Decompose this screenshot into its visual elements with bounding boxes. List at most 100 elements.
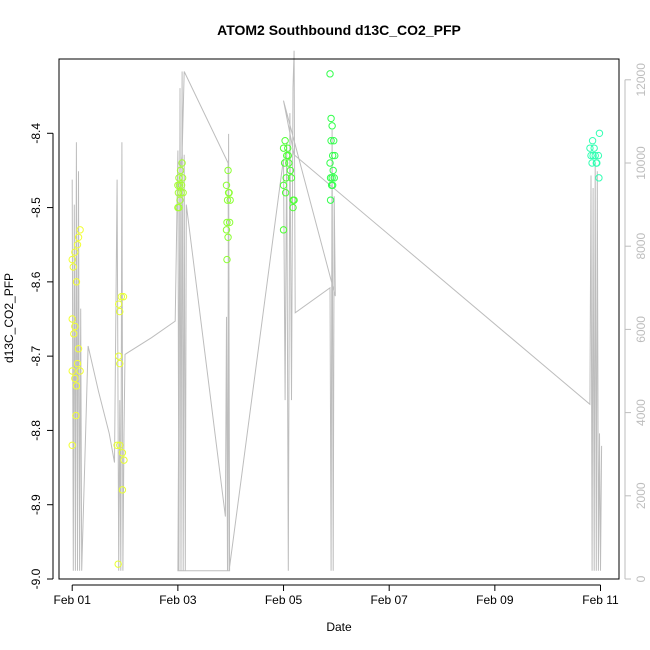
x-tick-label-3: Feb 07 [371, 593, 409, 607]
data-point-87 [589, 151, 597, 160]
data-point-44 [222, 181, 231, 189]
data-point-86 [588, 159, 596, 167]
data-point-77 [326, 159, 334, 167]
data-point-31 [175, 174, 183, 182]
data-point-33 [178, 159, 186, 167]
x-tick-label-1: Feb 03 [159, 593, 197, 607]
data-point-52 [224, 233, 232, 241]
y-tick-label-1: -8.9 [29, 494, 43, 515]
data-point-8 [70, 330, 78, 338]
data-point-43 [224, 166, 232, 175]
data-point-50 [225, 218, 234, 227]
data-point-11 [73, 359, 82, 368]
data-point-3 [72, 278, 81, 286]
data-point-68 [289, 203, 297, 212]
x-tick-label-5: Feb 11 [582, 593, 619, 607]
x-tick-label-0: Feb 01 [54, 593, 92, 607]
data-point-53 [223, 255, 231, 264]
data-point-46 [226, 196, 234, 204]
data-point-37 [174, 189, 183, 197]
data-point-58 [285, 159, 293, 167]
data-point-63 [287, 174, 296, 182]
data-point-57 [284, 144, 292, 152]
data-point-32 [176, 166, 185, 175]
data-point-71 [327, 114, 335, 123]
data-point-35 [177, 189, 185, 197]
data-point-59 [286, 166, 295, 175]
data-point-15 [72, 382, 81, 390]
data-point-7 [68, 315, 76, 323]
data-point-64 [279, 181, 288, 189]
data-point-48 [224, 189, 233, 197]
data-point-18 [114, 300, 123, 308]
data-point-60 [280, 159, 289, 167]
data-point-65 [281, 189, 290, 197]
data-point-28 [118, 486, 127, 494]
x-axis: Feb 01 Feb 03 Feb 05 Feb 07 Feb 09 Feb 11 [54, 584, 619, 607]
data-point-88 [591, 151, 599, 160]
data-point-78 [329, 166, 337, 175]
data-point-0 [68, 255, 76, 264]
data-point-39 [177, 181, 186, 189]
y-axis-right: 0 2000 4000 6000 8000 10000 12000 [624, 63, 648, 582]
data-point-70 [326, 70, 334, 78]
y2-tick-label-5: 10000 [634, 146, 648, 180]
data-point-17 [68, 441, 76, 449]
data-point-90 [594, 151, 603, 160]
data-point-6 [76, 226, 84, 234]
x-axis-label: Date [326, 620, 352, 634]
data-point-14 [71, 374, 79, 383]
data-point-1 [69, 263, 77, 271]
data-point-25 [116, 441, 124, 449]
y2-tick-label-1: 2000 [634, 482, 648, 509]
data-point-21 [116, 307, 124, 316]
data-point-96 [595, 174, 603, 182]
data-point-23 [116, 359, 124, 368]
y2-tick-label-0: 0 [634, 575, 648, 582]
data-point-73 [330, 137, 338, 145]
data-point-75 [328, 151, 337, 160]
chart-title: ATOM2 Southbound d13C_CO2_PFP [217, 22, 461, 38]
y-tick-label-0: -9.0 [29, 568, 43, 589]
data-point-92 [588, 137, 597, 145]
data-point-54 [279, 144, 288, 152]
data-point-9 [71, 322, 79, 331]
data-point-85 [587, 151, 595, 160]
data-point-61 [282, 174, 290, 182]
data-point-93 [590, 144, 598, 152]
data-point-36 [179, 189, 187, 197]
altitude-series-layer [71, 50, 603, 572]
x-tick-label-4: Feb 09 [476, 593, 514, 607]
data-point-47 [223, 196, 232, 204]
data-point-83 [328, 181, 337, 189]
data-point-49 [223, 218, 231, 227]
data-point-69 [279, 226, 288, 234]
data-points-layer [68, 70, 604, 568]
data-point-95 [595, 129, 604, 137]
y-tick-label-3: -8.7 [29, 345, 43, 366]
data-point-16 [72, 411, 80, 420]
y-tick-label-4: -8.6 [29, 271, 43, 292]
y2-tick-label-6: 12000 [634, 63, 648, 97]
y2-tick-label-3: 6000 [634, 316, 648, 343]
data-point-24 [113, 441, 121, 449]
altitude-line [71, 50, 603, 572]
data-point-41 [174, 203, 182, 212]
data-point-34 [175, 181, 184, 189]
data-point-55 [281, 137, 289, 145]
y-tick-label-2: -8.8 [29, 420, 43, 441]
data-point-80 [326, 174, 335, 182]
data-point-20 [119, 293, 128, 301]
y-tick-label-6: -8.4 [29, 123, 43, 144]
data-point-74 [327, 137, 335, 145]
data-point-42 [178, 174, 187, 182]
data-point-26 [118, 449, 127, 457]
data-point-72 [328, 122, 336, 130]
y-tick-label-5: -8.5 [29, 197, 43, 218]
data-point-84 [326, 196, 335, 204]
data-point-22 [114, 352, 123, 360]
data-point-27 [120, 456, 128, 464]
data-point-38 [176, 196, 184, 204]
data-point-67 [290, 196, 298, 204]
data-point-81 [330, 174, 338, 182]
